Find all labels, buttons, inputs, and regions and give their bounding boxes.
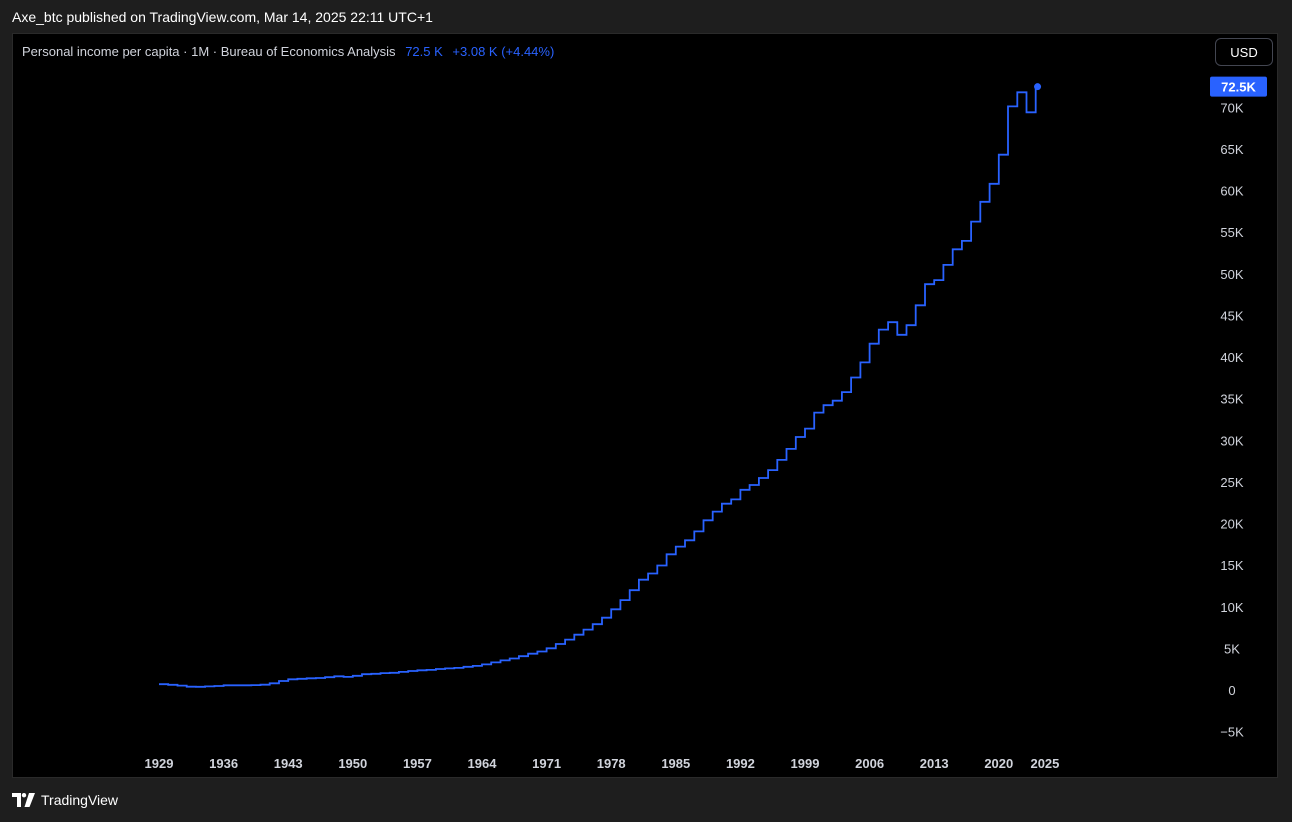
last-price-tag xyxy=(1210,76,1267,97)
tradingview-logo-icon xyxy=(12,793,35,807)
x-tick-label: 1992 xyxy=(726,756,755,771)
y-tick-label: 10K xyxy=(1220,600,1243,615)
y-tick-label: 25K xyxy=(1220,475,1243,490)
y-tick-label: 35K xyxy=(1220,392,1243,407)
y-tick-label: −5K xyxy=(1220,725,1244,740)
last-point-marker xyxy=(1034,83,1042,91)
x-tick-label: 1929 xyxy=(145,756,174,771)
y-tick-label: 20K xyxy=(1220,517,1243,532)
y-tick-label: 70K xyxy=(1220,100,1243,115)
series-line[interactable] xyxy=(159,85,1038,688)
x-tick-label: 1936 xyxy=(209,756,238,771)
legend-title: Personal income per capita · 1M · Bureau… xyxy=(22,44,396,59)
y-tick-label: 50K xyxy=(1220,267,1243,282)
series-legend[interactable]: Personal income per capita · 1M · Bureau… xyxy=(22,44,554,59)
x-tick-label: 2013 xyxy=(920,756,949,771)
x-tick-label: 2025 xyxy=(1030,756,1059,771)
last-price-label: 72.5K xyxy=(1221,80,1256,95)
series-layer xyxy=(159,83,1042,688)
y-tick-label: 55K xyxy=(1220,225,1243,240)
y-tick-label: 5K xyxy=(1224,641,1240,656)
x-tick-label: 1978 xyxy=(597,756,626,771)
currency-button[interactable]: USD xyxy=(1215,38,1273,66)
published-header: Axe_btc published on TradingView.com, Ma… xyxy=(12,9,433,25)
x-tick-label: 1985 xyxy=(661,756,690,771)
x-tick-label: 1971 xyxy=(532,756,561,771)
x-tick-label: 1964 xyxy=(468,756,498,771)
x-tick-label: 2006 xyxy=(855,756,884,771)
chart-pane[interactable] xyxy=(12,33,1278,778)
legend-change: +3.08 K (+4.44%) xyxy=(452,44,555,59)
footer-brand[interactable]: TradingView xyxy=(12,792,118,808)
x-tick-label: 2020 xyxy=(984,756,1013,771)
y-tick-label: 30K xyxy=(1220,433,1243,448)
x-tick-label: 1943 xyxy=(274,756,303,771)
y-tick-label: 0 xyxy=(1228,683,1235,698)
x-tick-label: 1950 xyxy=(338,756,367,771)
legend-last-value: 72.5 K xyxy=(405,44,443,59)
y-axis[interactable]: −5K 0 5K 10K 15K 20K 25K 30K 35K 40K 45K 50K 55K 60K 6… xyxy=(1220,100,1244,739)
y-tick-label: 40K xyxy=(1220,350,1243,365)
y-tick-label: 15K xyxy=(1220,558,1243,573)
price-tag-group: 72.5K xyxy=(1210,76,1267,97)
x-tick-label: 1999 xyxy=(791,756,820,771)
footer-brand-name: TradingView xyxy=(41,792,119,808)
y-tick-label: 45K xyxy=(1220,308,1243,323)
y-tick-label: 65K xyxy=(1220,142,1243,157)
x-axis[interactable]: 1929 1936 1943 1950 1957 1964 1971 1978 1985 1992… xyxy=(145,756,1060,771)
x-tick-label: 1957 xyxy=(403,756,432,771)
y-tick-label: 60K xyxy=(1220,184,1243,199)
